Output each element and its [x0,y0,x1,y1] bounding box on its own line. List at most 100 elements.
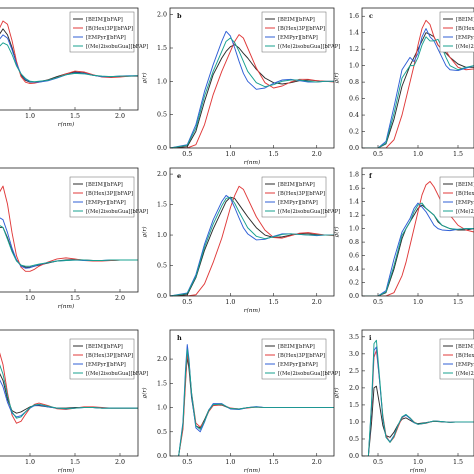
y-tick-label: 0.0 [349,145,359,152]
panel-h: 0.5 1.0 1.5 2.0 0.0 0.5 1.0 1.5 2.0 r(nm) g(r) h [BE… [141,329,340,474]
panel-letter: c [369,12,373,20]
series-line-1 [0,226,138,268]
y-tick-label: 0.8 [349,79,359,86]
legend: [BEIM][bFAP] [B(Hex)3P][bFAP] [EMPyr][bFAP… [261,176,340,218]
legend-entry: [BEIM][bFAP] [86,17,123,23]
legend-entry: [EMPyr][bFAP] [86,200,126,206]
series-line-3 [170,30,334,148]
legend: [BEIM][bFAP] [B(Hex)3P][bFAP] [EMPyr][bFAP… [261,11,340,53]
y-tick-label: 2.0 [157,356,167,363]
x-tick-label: 0.5 [182,459,192,466]
plot-area-frame [169,7,335,149]
legend-entry: [B(Hex)3P][bFAP] [278,190,325,197]
y-tick-label: 0.4 [349,266,359,273]
y-axis-label: g(r) [141,72,148,83]
y-tick-label: 1.0 [157,232,167,239]
panel-f: 0.5 1.0 1.5 0.0 0.2 0.4 0.6 0.8 1.0 1.2 1.4 1.6 1.8 g… [333,167,474,306]
x-tick-label: 1.5 [70,113,80,120]
plot-area-frame [0,329,139,457]
x-axis-label: r(nm) [244,307,261,314]
legend: [BEIM][bFAP] [B(Hex)3P][bFAP] [EMPyr][bFAP… [439,338,474,380]
x-tick-label: 1.0 [413,151,423,158]
legend-entry: [(Me)2isobuGua][bFAP] [278,208,340,215]
series-line-2 [170,34,334,148]
x-tick-label: 1.0 [225,459,235,466]
x-tick-label: 1.0 [413,299,423,306]
x-tick-label: 1.0 [225,151,235,158]
y-tick-label: 0.5 [157,112,167,119]
legend-entry: [BEIM][bFAP] [278,17,315,23]
plot-area-frame [169,167,335,297]
legend-entry: [B(Hex)3P][bFAP] [86,352,133,359]
y-axis-label: g(r) [333,387,340,398]
x-tick-label: 2.0 [312,151,322,158]
legend-entry: [B(Hex)3P][bFAP] [86,25,133,32]
legend-entry: [EMPyr][bFAP] [86,362,126,368]
y-tick-label: 3.5 [349,334,359,341]
legend-entry: [BEIM][bFAP] [456,344,474,350]
x-tick-label: 2.0 [115,295,125,302]
legend-entry: [EMPyr][bFAP] [456,35,474,41]
plot-area-frame [0,167,139,293]
series-line-1 [362,204,474,296]
series-line-4 [170,196,334,296]
legend-entry: [BEIM][bFAP] [278,344,315,350]
y-tick-label: 0.2 [349,280,359,287]
legend-entry: [B(Hex)3P][bFAP] [278,25,325,32]
series-line-4 [0,225,138,267]
x-tick-label: 1.5 [453,299,463,306]
legend-entry: [BEIM][bFAP] [86,182,123,188]
series-line-4 [170,348,334,456]
x-axis-label: r(nm) [410,467,427,474]
y-tick-label: 1.5 [157,45,167,52]
series-line-2 [362,19,474,148]
series-line-4 [362,202,474,296]
x-tick-label: 1.5 [70,459,80,466]
x-tick-label: 0.5 [182,299,192,306]
y-tick-label: 0.0 [349,453,359,460]
x-axis-label: r(nm) [58,467,75,474]
series-line-1 [170,196,334,296]
legend-entry: [(Me)2isobuGua][bFAP] [86,370,148,377]
legend-entry: [EMPyr][bFAP] [278,362,318,368]
y-tick-label: 0.5 [349,436,359,443]
x-tick-label: 1.5 [453,459,463,466]
panel-letter: f [369,172,373,180]
x-axis-label: r(nm) [58,303,75,310]
x-tick-label: 0.5 [373,299,383,306]
x-tick-label: 1.0 [25,295,35,302]
legend: [BEIM][bFAP] [B(Hex)3P][bFAP] [EMPyr][bFAP… [261,338,340,380]
x-tick-label: 1.5 [453,151,463,158]
y-tick-label: 1.6 [349,185,359,192]
series-line-1 [170,44,334,148]
series-line-3 [362,202,474,296]
legend-entry: [B(Hex)3P][bFAP] [86,190,133,197]
y-tick-label: 1.0 [349,63,359,70]
panel-letter: h [177,334,182,342]
legend-entry: [(Me)2isobuGua][bFAP] [456,43,474,50]
x-tick-label: 1.0 [25,113,35,120]
x-axis-label: r(nm) [244,159,261,166]
y-tick-label: 2.0 [349,385,359,392]
legend: [BEIM][bFAP] [B(Hex)3P][bFAP] [EMPyr][bFAP… [439,176,474,218]
y-tick-label: 1.5 [157,202,167,209]
legend-entry: [EMPyr][bFAP] [456,362,474,368]
legend-entry: [BEIM][bFAP] [456,17,474,23]
series-line-4 [0,42,138,83]
legend-entry: [EMPyr][bFAP] [86,35,126,41]
y-tick-label: 1.6 [349,13,359,20]
legend-box [69,11,135,53]
panel-c: 0.5 1.0 1.5 0.0 0.2 0.4 0.6 0.8 1.0 1.2 1.4 1.6 g(r)… [333,7,474,158]
x-tick-label: 1.5 [269,299,279,306]
x-tick-label: 2.0 [115,113,125,120]
series-line-4 [170,37,334,148]
legend-entry: [B(Hex)3P][bFAP] [456,190,474,197]
legend: [BEIM][bFAP] [B(Hex)3P][bFAP] [EMPyr][bFAP… [69,11,148,53]
legend-entry: [(Me)2isobuGua][bFAP] [86,208,148,215]
y-tick-label: 1.8 [349,172,359,179]
x-tick-label: 1.0 [413,459,423,466]
legend-entry: [(Me)2isobuGua][bFAP] [86,43,148,50]
plot-area-frame [0,7,139,111]
plot-area-frame [169,329,335,457]
x-tick-label: 1.0 [25,459,35,466]
